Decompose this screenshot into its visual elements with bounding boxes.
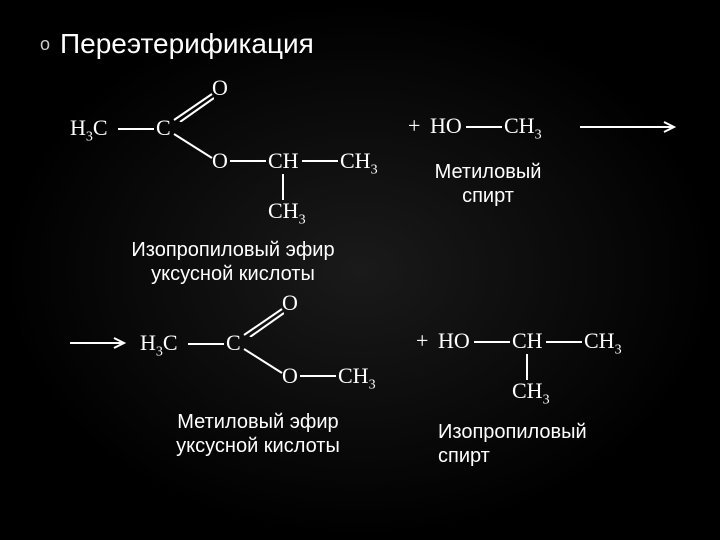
ester2-o-chain: O: [282, 363, 298, 389]
isopropanol-ch3-bottom: CH3: [512, 378, 550, 408]
label-isopropanol: Изопропиловый спирт: [438, 420, 638, 468]
bond-double: [172, 92, 214, 122]
ester2-c: C: [226, 330, 241, 356]
ester1-h3c: H3C: [70, 115, 108, 145]
reaction-arrow-bottom: [70, 336, 130, 350]
ester2-h3c: H3C: [140, 330, 178, 360]
methanol-ho: HO: [430, 113, 462, 139]
bullet-icon: o: [40, 34, 50, 55]
label-methanol: Метиловый спирт: [408, 160, 568, 208]
ester1-ch3-right: CH3: [340, 148, 378, 178]
bond-double: [242, 307, 284, 337]
plus-2: +: [416, 328, 428, 354]
plus-1: +: [408, 113, 420, 139]
bond: [118, 128, 154, 130]
ester1-o-top: O: [212, 75, 228, 101]
bond: [466, 126, 502, 128]
bond: [172, 132, 214, 160]
bond: [230, 160, 266, 162]
bond: [242, 347, 284, 375]
ester1-o-chain: O: [212, 148, 228, 174]
bond: [546, 341, 582, 343]
slide-title: Переэтерификация: [60, 28, 314, 60]
bond: [302, 160, 338, 162]
isopropanol-ho: HO: [438, 328, 470, 354]
reaction-arrow-top: [580, 120, 680, 134]
label-isopropyl-acetate: Изопропиловый эфир уксусной кислоты: [118, 238, 348, 286]
bond: [474, 341, 510, 343]
label-methyl-acetate: Метиловый эфир уксусной кислоты: [148, 410, 368, 458]
ester1-ch3-bottom: CH3: [268, 198, 306, 228]
isopropanol-ch: CH: [512, 328, 543, 354]
ester2-o-top: O: [282, 290, 298, 316]
ester2-ch3: CH3: [338, 363, 376, 393]
isopropanol-ch3-right: CH3: [584, 328, 622, 358]
bond: [526, 354, 528, 380]
methanol-ch3: CH3: [504, 113, 542, 143]
ester1-ch: CH: [268, 148, 299, 174]
bond: [282, 174, 284, 200]
slide-title-row: o Переэтерификация: [40, 28, 314, 60]
bond: [188, 343, 224, 345]
bond: [300, 375, 336, 377]
ester1-c: C: [156, 115, 171, 141]
